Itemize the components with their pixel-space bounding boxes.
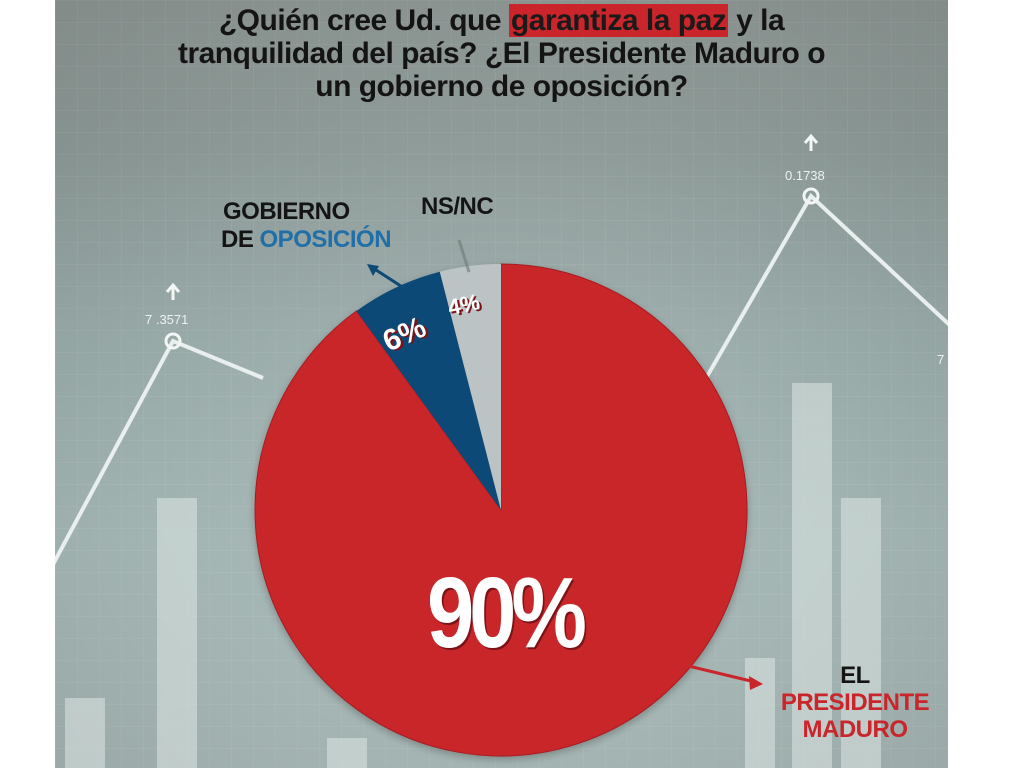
label-highlight: OPOSICIÓN bbox=[259, 226, 392, 253]
arrowhead-opposition-icon bbox=[367, 264, 379, 276]
title-line-3: un gobierno de oposición? bbox=[315, 70, 688, 103]
background-bar bbox=[792, 383, 832, 768]
title-highlight: garantiza la paz bbox=[508, 4, 729, 37]
chart-title: ¿Quién cree Ud. que garantiza la paz y l… bbox=[55, 4, 948, 103]
background-tick-right: 0.1738 bbox=[785, 168, 825, 183]
infographic-panel: 7 .3571 0.1738 7 ¿Quién cree Ud. que gar… bbox=[55, 0, 948, 768]
label-nsnc: NS/NC bbox=[421, 193, 494, 220]
title-line-1: ¿Quién cree Ud. que garantiza la paz y l… bbox=[55, 4, 948, 37]
pie-chart bbox=[254, 239, 763, 757]
background-bar bbox=[841, 498, 881, 768]
slice-label-maduro: 90% bbox=[427, 557, 587, 669]
label-opposition-line2: DE OPOSICIÓN bbox=[221, 226, 392, 254]
pie-slice-opposition bbox=[356, 271, 501, 510]
label-opposition: GOBIERNO DE OPOSICIÓN bbox=[221, 198, 392, 254]
background-bar bbox=[327, 738, 367, 768]
arrowhead-maduro-icon bbox=[749, 676, 763, 690]
arrow-maduro-icon bbox=[654, 656, 756, 684]
title-line-2: tranquilidad del país? ¿El Presidente Ma… bbox=[177, 37, 826, 70]
title-text: ¿Quién cree Ud. que bbox=[218, 4, 509, 37]
background-bar bbox=[745, 658, 775, 768]
label-maduro-line3: MADURO bbox=[802, 716, 909, 743]
pie-slice-maduro bbox=[254, 263, 748, 757]
pie-slice-nsnc bbox=[439, 263, 501, 510]
label-opposition-line1: GOBIERNO bbox=[223, 198, 350, 225]
arrow-nsnc-icon bbox=[457, 239, 471, 273]
label-text: DE bbox=[221, 226, 260, 253]
label-maduro: EL PRESIDENTE MADURO bbox=[771, 662, 939, 743]
background-bar bbox=[65, 698, 105, 768]
arrow-opposition-icon bbox=[372, 266, 408, 292]
label-maduro-line1: EL bbox=[840, 662, 870, 689]
background-tick-left: 7 .3571 bbox=[145, 312, 189, 327]
background-tick-far-right: 7 bbox=[937, 352, 945, 367]
background-line-chart bbox=[55, 133, 948, 565]
label-maduro-line2: PRESIDENTE bbox=[780, 689, 930, 716]
title-text: y la bbox=[728, 4, 785, 37]
background-bar bbox=[157, 498, 197, 768]
